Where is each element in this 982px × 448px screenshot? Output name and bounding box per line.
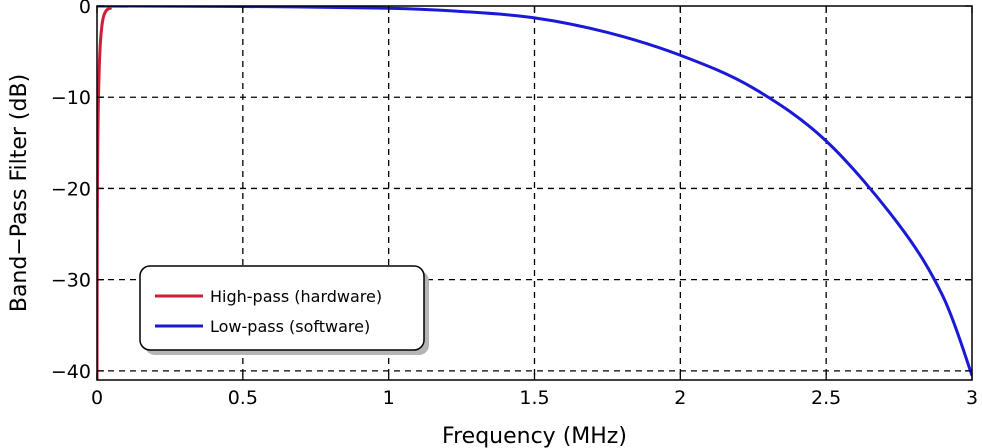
x-axis-title: Frequency (MHz): [442, 424, 627, 448]
ticks: [96, 5, 973, 380]
legend-label-low-pass: Low-pass (software): [210, 317, 370, 336]
legend-label-high-pass: High-pass (hardware): [210, 287, 382, 306]
series-line-high-pass: [97, 6, 113, 380]
y-tick-label: −30: [51, 270, 91, 292]
y-tick-label: −10: [51, 87, 91, 109]
x-tick-label: 0: [91, 387, 103, 409]
x-tick-label: 1: [383, 387, 395, 409]
x-tick-label: 3: [966, 387, 978, 409]
tick-labels: 0 0.5 1 1.5 2 2.5 3 −40 −30 −20 −10 0: [51, 0, 978, 409]
series-line-low-pass: [97, 6, 972, 376]
y-tick-label: −40: [51, 361, 91, 383]
y-tick-label: 0: [79, 0, 91, 18]
legend-box: [139, 265, 425, 351]
legend: High-pass (hardware) Low-pass (software): [139, 265, 429, 355]
x-tick-label: 2: [674, 387, 686, 409]
y-tick-label: −20: [51, 178, 91, 200]
x-tick-label: 2.5: [811, 387, 841, 409]
x-tick-label: 1.5: [519, 387, 549, 409]
x-tick-label: 0.5: [228, 387, 258, 409]
y-axis-title: Band−Pass Filter (dB): [7, 74, 32, 312]
